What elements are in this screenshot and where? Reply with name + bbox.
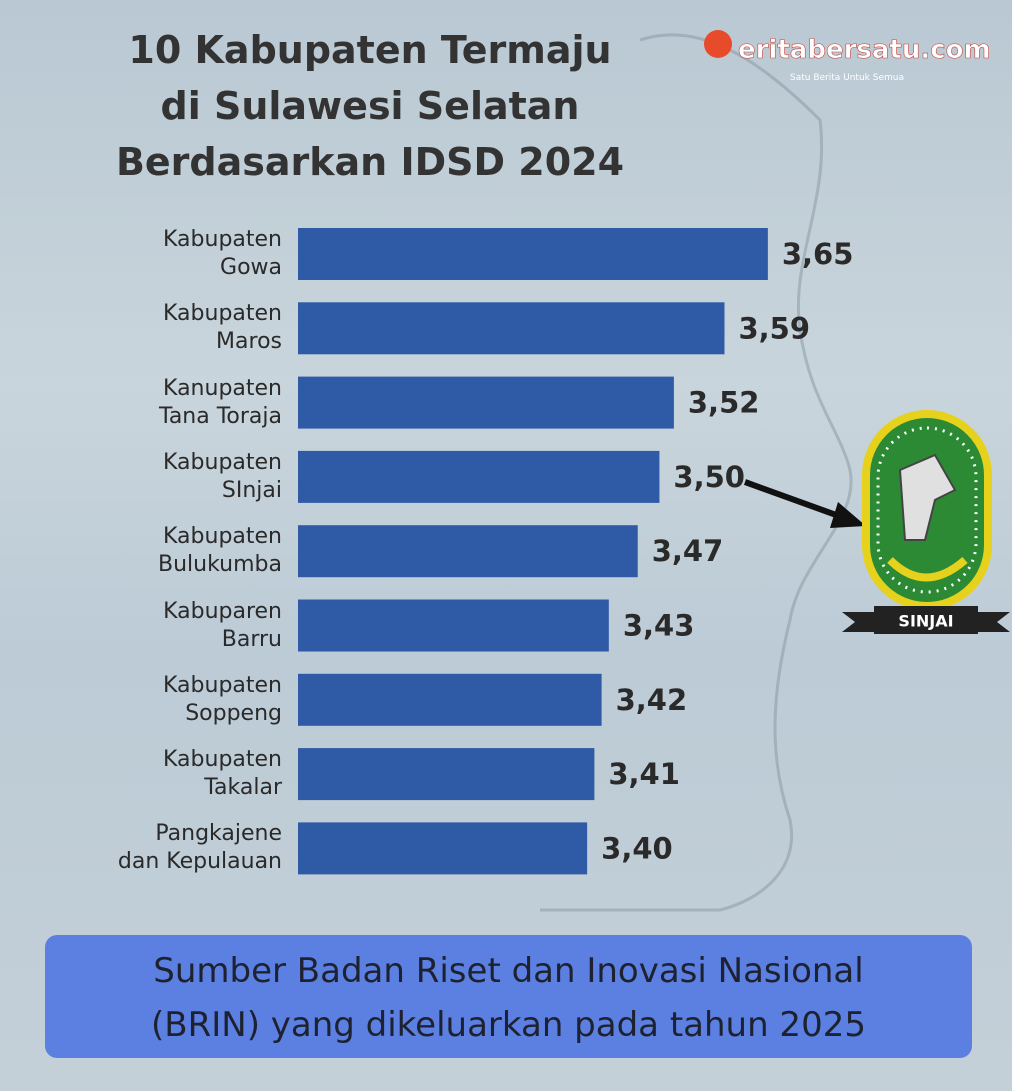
- source: Sumber Badan Riset dan Inovasi Nasional …: [151, 951, 866, 1045]
- bar: [298, 822, 588, 875]
- category-label: Kabuparen Barru: [163, 598, 282, 652]
- value-label: 3,59: [738, 311, 810, 345]
- logo-horse: [898, 453, 957, 541]
- arrow: [743, 479, 852, 523]
- category-label: Kanupaten Tana Toraja: [159, 375, 282, 429]
- source-box: [45, 935, 972, 1058]
- bar: [298, 450, 660, 503]
- bar: [298, 673, 602, 726]
- arrow-head: [830, 502, 866, 528]
- category-label: Kabupaten Gowa: [163, 227, 282, 280]
- brand-icon: [704, 30, 732, 58]
- bar: [298, 748, 595, 801]
- value-label: 3,52: [688, 386, 760, 420]
- category-label: Kabupaten SInjai: [163, 449, 282, 503]
- bar: [298, 599, 609, 652]
- value-label: 3,43: [623, 609, 695, 643]
- logo-ribbon: [874, 606, 978, 634]
- chart-title: 10 Kabupaten Termaju di Sulawesi Selatan…: [115, 28, 625, 184]
- bar: [298, 302, 725, 355]
- logo-dots: [876, 426, 978, 594]
- value-label: 3,65: [782, 237, 854, 271]
- bar: [298, 376, 674, 429]
- value-label: 3,42: [616, 683, 688, 717]
- value-label: 3,50: [673, 460, 745, 494]
- logo-label: SINJAI: [898, 612, 953, 631]
- brand: eritabersatu.com: [738, 35, 991, 65]
- value-label: 3,41: [608, 757, 680, 791]
- tagline: Satu Berita Untuk Semua: [790, 73, 904, 83]
- category-label: Kabupaten Soppeng: [163, 672, 282, 726]
- bar: [298, 228, 768, 280]
- value-label: 3,47: [652, 534, 724, 568]
- category-label: Kabupaten Takalar: [163, 747, 282, 801]
- bar: [298, 525, 638, 578]
- map-outline: [540, 33, 853, 912]
- category-label: Kabupaten Bulukumba: [158, 524, 282, 578]
- logo-emblem: [887, 556, 968, 582]
- category-label: Pangkajene dan Kepulauan: [117, 821, 282, 875]
- category-label: Kabupaten Maros: [163, 301, 282, 355]
- value-label: 3,40: [601, 831, 673, 865]
